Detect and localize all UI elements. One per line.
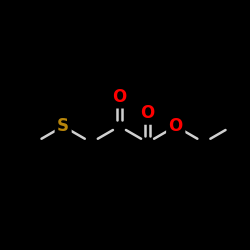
- Text: O: O: [168, 117, 183, 135]
- Text: O: O: [112, 88, 126, 106]
- Text: O: O: [140, 104, 155, 122]
- Text: S: S: [57, 117, 69, 135]
